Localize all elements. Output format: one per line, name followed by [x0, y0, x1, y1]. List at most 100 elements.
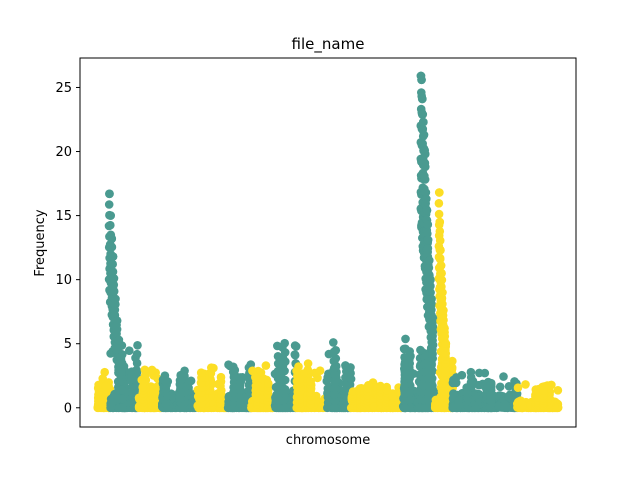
- data-point: [274, 403, 284, 413]
- data-point: [521, 380, 530, 389]
- data-point: [423, 235, 433, 245]
- data-point: [108, 252, 118, 261]
- data-point: [400, 353, 409, 362]
- data-point: [436, 245, 445, 255]
- data-point: [436, 261, 446, 270]
- y-tick-label: 25: [55, 81, 72, 96]
- data-point: [434, 209, 444, 219]
- data-point: [94, 380, 103, 390]
- data-point: [437, 275, 447, 285]
- chart-title: file_name: [292, 35, 365, 54]
- data-point: [132, 358, 142, 368]
- data-point: [500, 400, 510, 410]
- data-point: [125, 346, 134, 356]
- data-point: [435, 217, 445, 227]
- data-point: [292, 366, 301, 376]
- data-point: [427, 294, 436, 304]
- data-point: [330, 363, 339, 373]
- data-point: [418, 110, 428, 119]
- data-point: [114, 335, 123, 345]
- data-point: [423, 220, 432, 229]
- data-point: [417, 94, 427, 104]
- y-tick-label: 20: [55, 145, 72, 160]
- data-point: [437, 288, 447, 297]
- data-point: [228, 367, 238, 377]
- data-point: [388, 391, 397, 401]
- data-point: [106, 220, 115, 230]
- data-point: [439, 306, 448, 315]
- data-point: [329, 338, 338, 347]
- data-point: [400, 374, 410, 384]
- y-tick-label: 5: [64, 337, 72, 352]
- data-point: [416, 345, 425, 355]
- data-point: [423, 366, 433, 376]
- data-point: [417, 75, 426, 85]
- data-point: [118, 403, 127, 413]
- data-point: [425, 256, 434, 265]
- data-point: [330, 370, 340, 379]
- data-point: [323, 398, 333, 408]
- data-point: [486, 380, 496, 389]
- y-axis-label: Frequency: [33, 209, 48, 276]
- data-point: [207, 363, 216, 373]
- data-point: [466, 367, 476, 377]
- data-point: [133, 341, 142, 350]
- data-point: [295, 374, 305, 384]
- data-point: [280, 366, 289, 376]
- y-axis-ticks: 0 5 10 15 20 25: [55, 81, 80, 416]
- data-point: [176, 370, 185, 380]
- data-point: [475, 368, 484, 378]
- data-point: [448, 356, 457, 366]
- data-point: [369, 402, 379, 411]
- data-point: [400, 381, 409, 391]
- data-point: [248, 366, 257, 376]
- data-point: [462, 383, 472, 392]
- data-point: [108, 259, 117, 269]
- data-point: [108, 267, 118, 277]
- data-point: [494, 401, 503, 411]
- data-point: [107, 234, 116, 243]
- data-point: [400, 360, 409, 369]
- data-point: [280, 338, 290, 348]
- data-point: [107, 398, 117, 407]
- y-tick-label: 15: [55, 209, 72, 224]
- data-point: [147, 365, 157, 375]
- data-point: [420, 175, 430, 184]
- data-point: [400, 367, 410, 377]
- data-point: [435, 236, 445, 245]
- y-tick-label: 10: [55, 273, 72, 288]
- data-point: [513, 383, 523, 393]
- data-point: [306, 377, 316, 386]
- data-point: [107, 242, 117, 252]
- data-point: [451, 378, 461, 388]
- data-point: [329, 403, 339, 413]
- data-point: [281, 357, 290, 366]
- data-point: [104, 200, 114, 209]
- data-point: [401, 334, 410, 344]
- data-point: [457, 370, 467, 380]
- data-point: [428, 313, 438, 323]
- data-point: [421, 188, 431, 197]
- data-point: [109, 274, 119, 283]
- data-point: [280, 348, 290, 357]
- data-point: [216, 372, 226, 382]
- data-point: [382, 382, 392, 392]
- data-point: [539, 386, 548, 395]
- data-point: [274, 396, 284, 405]
- data-point: [273, 381, 283, 391]
- data-point: [423, 359, 433, 369]
- data-point: [330, 396, 340, 406]
- data-point: [273, 366, 283, 376]
- data-point: [553, 386, 563, 395]
- data-point: [400, 389, 410, 398]
- data-point: [435, 227, 445, 236]
- data-point: [280, 385, 290, 394]
- data-point: [423, 388, 433, 398]
- data-point: [196, 368, 206, 378]
- data-point: [423, 244, 433, 253]
- data-point: [423, 396, 433, 405]
- data-point: [422, 194, 431, 204]
- data-point: [424, 263, 434, 273]
- x-axis-label: chromosome: [286, 433, 370, 448]
